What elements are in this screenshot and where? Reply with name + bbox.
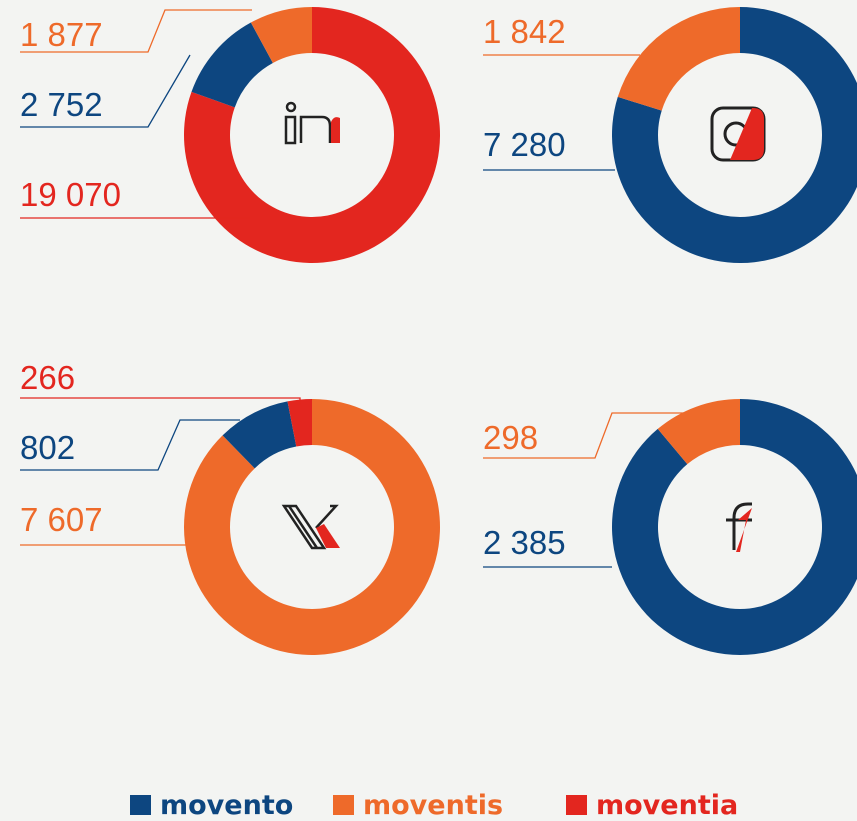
value-label: 298 bbox=[483, 419, 538, 456]
legend-swatch bbox=[566, 795, 587, 815]
value-label: 1 842 bbox=[483, 13, 566, 50]
legend-label: moventia bbox=[596, 790, 738, 821]
marks: 19 070 2 752 1 877 7 280 1 842 7 607 802 266 2 3… bbox=[20, 7, 857, 655]
donut-slice bbox=[250, 7, 312, 63]
value-label: 2 385 bbox=[483, 524, 566, 561]
donut-slice bbox=[191, 22, 273, 108]
donut-slice bbox=[657, 399, 740, 465]
leader-line bbox=[20, 397, 301, 405]
donut-slice bbox=[287, 399, 312, 447]
facebook-icon bbox=[726, 502, 752, 552]
instagram-icon bbox=[710, 106, 766, 162]
leader-line bbox=[20, 54, 191, 128]
donut-slice bbox=[617, 7, 740, 111]
value-label: 7 607 bbox=[20, 501, 103, 538]
x-icon bbox=[281, 504, 340, 550]
donut-slice bbox=[222, 401, 297, 469]
leader-line bbox=[483, 412, 700, 459]
legend-swatch bbox=[333, 795, 354, 815]
value-label: 1 877 bbox=[20, 16, 103, 53]
linkedin-icon bbox=[284, 101, 340, 145]
legend: movento moventis moventia bbox=[130, 790, 738, 821]
legend-label: moventis bbox=[363, 790, 503, 821]
value-label: 802 bbox=[20, 429, 75, 466]
value-label: 266 bbox=[20, 359, 75, 396]
leader-line bbox=[20, 9, 252, 53]
donut-slice bbox=[183, 399, 440, 655]
legend-label: movento bbox=[160, 790, 293, 821]
donut-slice bbox=[612, 399, 857, 655]
legend-swatch bbox=[130, 795, 151, 815]
leader-line bbox=[20, 419, 240, 471]
donut-slice bbox=[183, 7, 440, 263]
donut-slice bbox=[612, 7, 857, 263]
value-label: 19 070 bbox=[20, 176, 121, 213]
value-label: 2 752 bbox=[20, 86, 103, 123]
value-label: 7 280 bbox=[483, 126, 566, 163]
